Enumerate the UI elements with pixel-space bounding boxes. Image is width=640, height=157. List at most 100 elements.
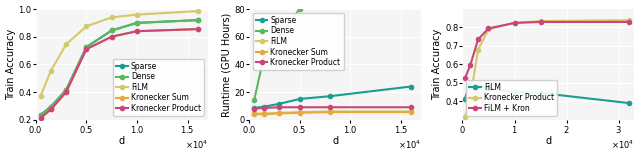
Line: Dense: Dense xyxy=(39,18,200,117)
Dense xyxy=(276,34,284,36)
Kronecker Product xyxy=(511,22,518,24)
Dense xyxy=(37,114,45,116)
Kronecker Product xyxy=(537,20,545,22)
FiLM xyxy=(108,16,115,18)
FiLM xyxy=(484,87,492,89)
Sparse xyxy=(133,22,141,24)
Kronecker Sum xyxy=(62,91,70,93)
FiLM xyxy=(625,102,633,104)
Legend: Sparse, Dense, FiLM, Kronecker Sum, Kronecker Product: Sparse, Dense, FiLM, Kronecker Sum, Kron… xyxy=(113,59,204,116)
FiLM xyxy=(133,14,141,16)
Line: Kronecker Product: Kronecker Product xyxy=(252,105,413,111)
Dense xyxy=(296,8,303,10)
Sparse xyxy=(260,106,268,108)
FiLM xyxy=(537,92,545,94)
Kronecker Sum xyxy=(108,36,115,38)
FiLM xyxy=(250,113,258,114)
Kronecker Product xyxy=(62,91,70,93)
FiLM + Kron xyxy=(461,77,469,79)
Dense xyxy=(194,19,202,21)
Dense xyxy=(133,22,141,24)
Line: Sparse: Sparse xyxy=(252,84,413,110)
Kronecker Product xyxy=(276,106,284,108)
Kronecker Product xyxy=(461,116,469,118)
Kronecker Product xyxy=(194,28,202,30)
Kronecker Product xyxy=(484,28,492,30)
Kronecker Product xyxy=(260,107,268,109)
Dense xyxy=(250,99,258,101)
Kronecker Product xyxy=(133,30,141,32)
Sparse xyxy=(250,107,258,109)
Sparse xyxy=(62,89,70,91)
Kronecker Sum xyxy=(407,111,415,113)
Sparse xyxy=(326,95,334,97)
Kronecker Product xyxy=(83,48,90,50)
Kronecker Sum xyxy=(250,113,258,115)
Sparse xyxy=(37,114,45,116)
Sparse xyxy=(296,98,303,100)
Dense xyxy=(83,46,90,48)
Kronecker Sum xyxy=(133,30,141,32)
Kronecker Product xyxy=(37,117,45,119)
FiLM + Kron xyxy=(537,21,545,23)
Kronecker Sum xyxy=(83,48,90,50)
Line: FiLM: FiLM xyxy=(39,9,200,98)
Line: Dense: Dense xyxy=(252,7,302,102)
Kronecker Sum xyxy=(260,113,268,115)
FiLM + Kron xyxy=(511,22,518,24)
Kronecker Product xyxy=(625,19,633,21)
FiLM + Kron xyxy=(484,27,492,29)
Kronecker Product xyxy=(326,106,334,108)
FiLM xyxy=(83,25,90,27)
X-axis label: d: d xyxy=(332,136,338,146)
Sparse xyxy=(276,103,284,105)
FiLM xyxy=(62,43,70,45)
Y-axis label: Train Accuracy: Train Accuracy xyxy=(6,29,15,100)
Sparse xyxy=(194,19,202,21)
Kronecker Product xyxy=(250,108,258,110)
FiLM xyxy=(37,95,45,96)
Kronecker Sum xyxy=(47,108,55,110)
FiLM xyxy=(511,91,518,93)
Kronecker Product xyxy=(467,97,474,99)
Y-axis label: Runtime (GPU Hours): Runtime (GPU Hours) xyxy=(221,12,232,116)
X-axis label: d: d xyxy=(545,136,552,146)
Line: FiLM: FiLM xyxy=(463,81,631,105)
X-axis label: d: d xyxy=(118,136,125,146)
Dense xyxy=(62,89,70,91)
Line: Sparse: Sparse xyxy=(39,18,200,117)
Kronecker Product xyxy=(474,49,482,51)
FiLM + Kron xyxy=(625,21,633,23)
Line: Kronecker Product: Kronecker Product xyxy=(39,27,200,120)
FiLM xyxy=(474,85,482,87)
Line: Kronecker Sum: Kronecker Sum xyxy=(39,27,200,120)
FiLM xyxy=(461,97,469,99)
Legend: FiLM, Kronecker Product, FiLM + Kron: FiLM, Kronecker Product, FiLM + Kron xyxy=(466,80,557,116)
Line: Kronecker Sum: Kronecker Sum xyxy=(252,110,413,116)
FiLM + Kron xyxy=(474,39,482,41)
Line: Kronecker Product: Kronecker Product xyxy=(463,18,631,119)
Kronecker Sum xyxy=(326,111,334,113)
Dense xyxy=(47,106,55,108)
Sparse xyxy=(83,46,90,48)
Kronecker Sum xyxy=(194,28,202,30)
FiLM xyxy=(326,111,334,112)
Sparse xyxy=(47,106,55,108)
FiLM xyxy=(296,111,303,113)
FiLM xyxy=(407,111,415,112)
FiLM xyxy=(47,70,55,72)
Dense xyxy=(108,30,115,31)
Y-axis label: Train Accuracy: Train Accuracy xyxy=(432,29,442,100)
Dense xyxy=(260,54,268,56)
FiLM xyxy=(276,112,284,114)
FiLM xyxy=(194,10,202,12)
Kronecker Product xyxy=(407,106,415,108)
Legend: Sparse, Dense, FiLM, Kronecker Sum, Kronecker Product: Sparse, Dense, FiLM, Kronecker Sum, Kron… xyxy=(253,13,344,70)
Kronecker Product xyxy=(47,108,55,110)
FiLM xyxy=(467,82,474,84)
FiLM xyxy=(260,113,268,114)
Kronecker Product xyxy=(108,36,115,38)
Sparse xyxy=(108,30,115,31)
Line: FiLM + Kron: FiLM + Kron xyxy=(463,20,631,80)
Kronecker Sum xyxy=(276,113,284,114)
